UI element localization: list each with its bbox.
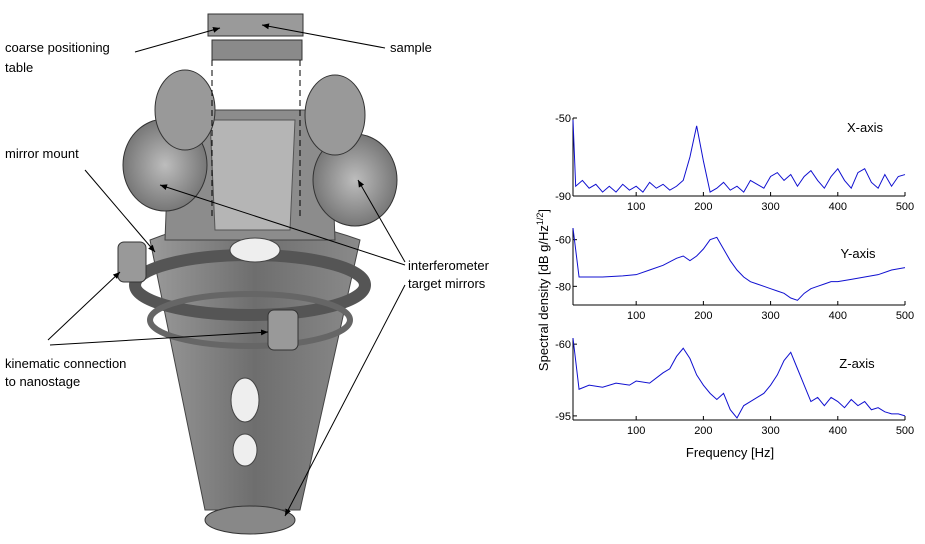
label: coarse positioning [5,40,110,55]
figure: coarse positioning table sample mirror m… [0,0,925,544]
x-tick-label: 200 [694,310,712,322]
chart-title: Y-axis [841,246,876,261]
x-tick-label: 200 [694,425,712,437]
cad-drawing [118,14,397,534]
x-tick-label: 400 [829,310,847,322]
y-tick-label: -50 [555,113,571,125]
label: target mirrors [408,276,486,291]
y-axis-label-part: 1/2 [535,213,545,226]
x-tick-label: 400 [829,425,847,437]
x-axis-label: Frequency [Hz] [686,445,774,460]
label: sample [390,40,432,55]
label: kinematic connection [5,356,126,371]
x-tick-label: 200 [694,201,712,213]
data-line [573,228,905,300]
y-tick-label: -95 [555,411,571,423]
label: mirror mount [5,146,79,161]
y-tick-label: -80 [555,281,571,293]
x-tick-label: 100 [627,425,645,437]
x-tick-label: 500 [896,425,914,437]
x-tick-label: 300 [761,201,779,213]
y-tick-label: -60 [555,339,571,351]
x-tick-label: 500 [896,310,914,322]
x-tick-label: 300 [761,310,779,322]
label: interferometer [408,258,490,273]
arrow [135,28,220,52]
y-axis-label-part: ] [536,209,551,213]
x-tick-label: 100 [627,201,645,213]
arrow [48,272,120,340]
label: to nanostage [5,374,80,389]
y-axis-label-part: Spectral density [dB g/Hz [536,225,551,371]
x-tick-label: 500 [896,201,914,213]
chart-title: X-axis [847,120,884,135]
y-tick-label: -60 [555,235,571,247]
x-tick-label: 400 [829,201,847,213]
y-axis-label: Spectral density [dB g/Hz1/2] [535,209,551,371]
data-line [573,338,905,418]
label: table [5,60,33,75]
x-tick-label: 100 [627,310,645,322]
chart-title: Z-axis [839,356,875,371]
x-tick-label: 300 [761,425,779,437]
y-tick-label: -90 [555,191,571,203]
